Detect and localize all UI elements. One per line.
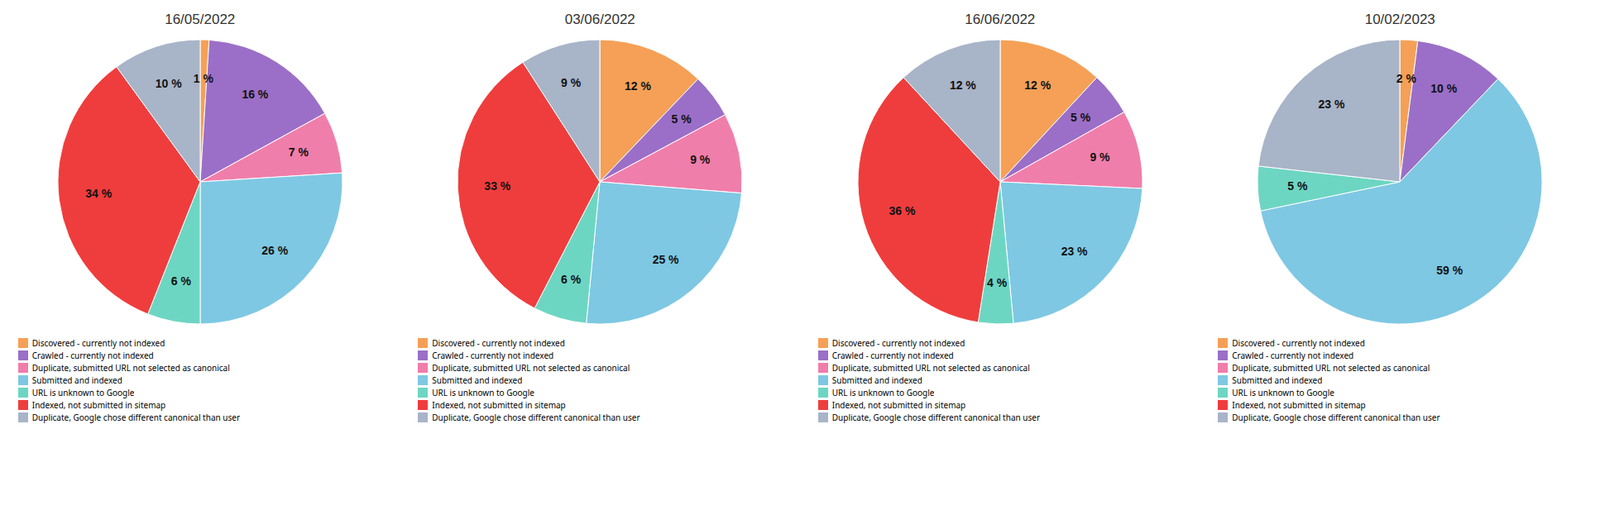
html-text:Crawled - currently not indexe: Crawled - currently not indexed (432, 349, 554, 362)
html-text:10/02/2023: 10/02/2023 (1364, 11, 1436, 28)
html-text:Submitted and indexed: Submitted and indexed (432, 374, 523, 387)
svg-text:34 %: 34 % (85, 186, 112, 201)
svg-text:12 %: 12 % (1024, 78, 1051, 92)
html-text:Discovered - currently not ind: Discovered - currently not indexed (32, 337, 165, 350)
svg-text:6 %: 6 % (170, 274, 192, 288)
html-text:Indexed, not submitted in site: Indexed, not submitted in sitemap (432, 399, 566, 412)
svg-text:4 %: 4 % (986, 276, 1008, 290)
svg-text:7 %: 7 % (288, 145, 310, 159)
html-text:Duplicate, submitted URL not s: Duplicate, submitted URL not selected as… (832, 362, 1030, 374)
svg-text:26 %: 26 % (261, 244, 288, 258)
html-text:16/06/2022: 16/06/2022 (964, 11, 1036, 28)
html-text:Crawled - currently not indexe: Crawled - currently not indexed (832, 349, 954, 362)
html-text:Crawled - currently not indexe: Crawled - currently not indexed (1232, 349, 1354, 362)
html-text:Indexed, not submitted in site: Indexed, not submitted in sitemap (32, 399, 166, 412)
svg-text:1 %: 1 % (193, 71, 215, 86)
html-text:Discovered - currently not ind: Discovered - currently not indexed (832, 337, 965, 350)
svg-text:5 %: 5 % (1070, 110, 1092, 125)
html-text:Submitted and indexed: Submitted and indexed (1232, 374, 1323, 387)
svg-text:5 %: 5 % (671, 112, 693, 126)
html-text:Duplicate, Google chose differ: Duplicate, Google chose different canoni… (32, 411, 240, 424)
svg-text:9 %: 9 % (1089, 150, 1111, 164)
html-text:Duplicate, Google chose differ: Duplicate, Google chose different canoni… (432, 411, 640, 424)
html-text:Duplicate, Google chose differ: Duplicate, Google chose different canoni… (832, 411, 1040, 424)
html-text:16/05/2022: 16/05/2022 (164, 11, 236, 28)
svg-text:10 %: 10 % (1431, 81, 1458, 96)
html-text:URL is unknown to Google: URL is unknown to Google (1232, 387, 1335, 399)
svg-text:12 %: 12 % (624, 79, 652, 93)
svg-text:10 %: 10 % (155, 76, 183, 91)
html-text:Indexed, not submitted in site: Indexed, not submitted in sitemap (832, 399, 966, 412)
html-text:URL is unknown to Google: URL is unknown to Google (32, 387, 135, 399)
svg-text:9 %: 9 % (560, 76, 582, 90)
svg-text:5 %: 5 % (1287, 179, 1308, 193)
html-text:URL is unknown to Google: URL is unknown to Google (832, 387, 935, 399)
svg-text:33 %: 33 % (484, 179, 512, 193)
svg-text:25 %: 25 % (652, 253, 680, 267)
html-text:Duplicate, submitted URL not s: Duplicate, submitted URL not selected as… (1232, 362, 1430, 374)
svg-text:36 %: 36 % (888, 204, 915, 218)
html-text:Submitted and indexed: Submitted and indexed (832, 374, 923, 387)
html-text:URL is unknown to Google: URL is unknown to Google (432, 387, 535, 399)
svg-text:9 %: 9 % (689, 153, 711, 167)
svg-text:59 %: 59 % (1436, 263, 1463, 278)
html-text:Discovered - currently not ind: Discovered - currently not indexed (432, 337, 565, 350)
svg-text:23 %: 23 % (1318, 97, 1346, 111)
html-text:Submitted and indexed: Submitted and indexed (32, 374, 123, 387)
svg-text:12 %: 12 % (949, 78, 977, 92)
svg-text:6 %: 6 % (560, 273, 582, 287)
svg-text:23 %: 23 % (1060, 244, 1088, 259)
svg-text:2 %: 2 % (1396, 71, 1418, 86)
html-text:Duplicate, submitted URL not s: Duplicate, submitted URL not selected as… (32, 362, 230, 374)
html-text:Crawled - currently not indexe: Crawled - currently not indexed (32, 349, 154, 362)
html-text:03/06/2022: 03/06/2022 (564, 11, 636, 28)
svg-text:16 %: 16 % (241, 87, 269, 101)
html-text:Discovered - currently not ind: Discovered - currently not indexed (1232, 337, 1365, 350)
html-text:Indexed, not submitted in site: Indexed, not submitted in sitemap (1232, 399, 1366, 412)
html-text:Duplicate, Google chose differ: Duplicate, Google chose different canoni… (1232, 411, 1440, 424)
html-text:Duplicate, submitted URL not s: Duplicate, submitted URL not selected as… (432, 362, 630, 374)
